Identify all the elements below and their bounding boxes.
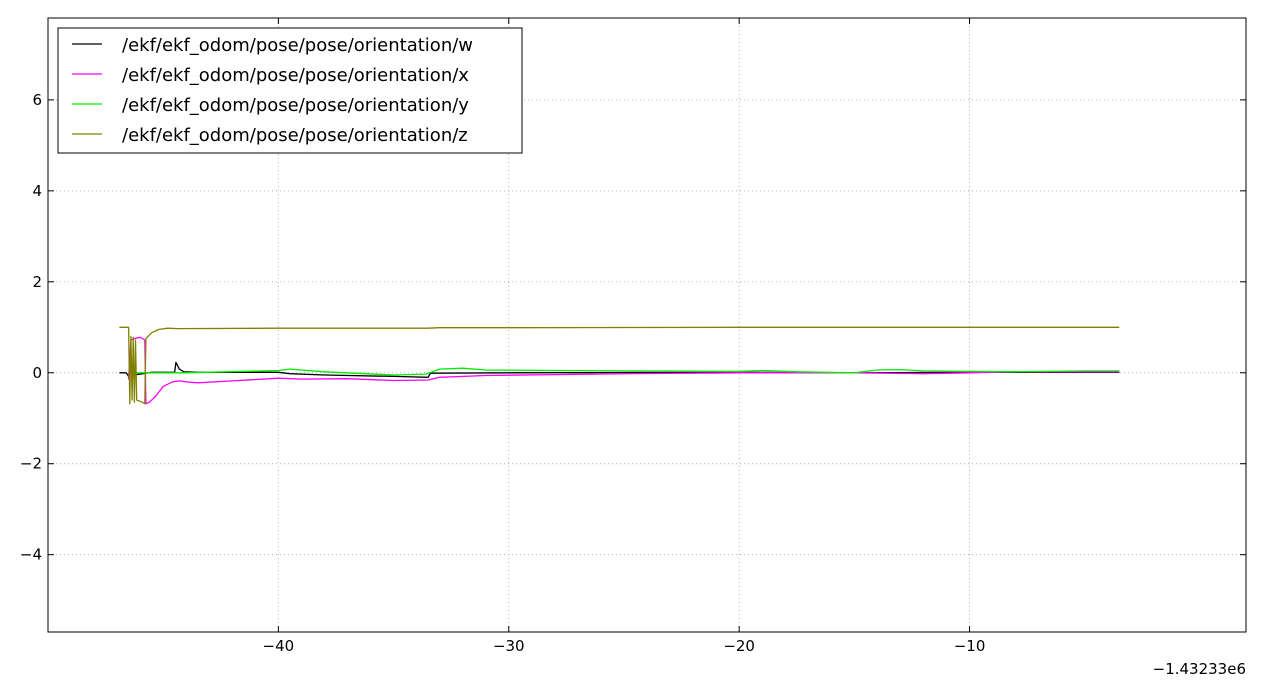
series-line-x [127, 336, 1120, 405]
y-tick-label: 6 [32, 91, 42, 109]
legend: /ekf/ekf_odom/pose/pose/orientation/w/ek… [57, 27, 523, 154]
x-tick-label: −20 [723, 637, 755, 655]
y-tick-label: 4 [32, 182, 42, 200]
y-tick-label: 0 [32, 364, 42, 382]
legend-label: /ekf/ekf_odom/pose/pose/orientation/x [122, 65, 469, 86]
axis-ticks [48, 18, 1246, 632]
x-tick-label: −40 [263, 637, 295, 655]
series-lines [119, 326, 1120, 405]
legend-label: /ekf/ekf_odom/pose/pose/orientation/w [122, 35, 473, 56]
series-line-y [128, 367, 1120, 376]
legend-label: /ekf/ekf_odom/pose/pose/orientation/y [122, 95, 469, 116]
series-line-w [119, 361, 1120, 378]
x-axis-offset-label: −1.43233e6 [1153, 660, 1246, 678]
legend-label: /ekf/ekf_odom/pose/pose/orientation/z [122, 125, 468, 146]
y-tick-label: −4 [20, 546, 42, 564]
series-line-z [119, 326, 1120, 405]
legend-box [57, 27, 523, 154]
x-tick-label: −10 [954, 637, 986, 655]
y-tick-label: −2 [20, 455, 42, 473]
plot-frame [47, 17, 1247, 633]
x-tick-label: −30 [493, 637, 525, 655]
y-tick-label: 2 [32, 273, 42, 291]
